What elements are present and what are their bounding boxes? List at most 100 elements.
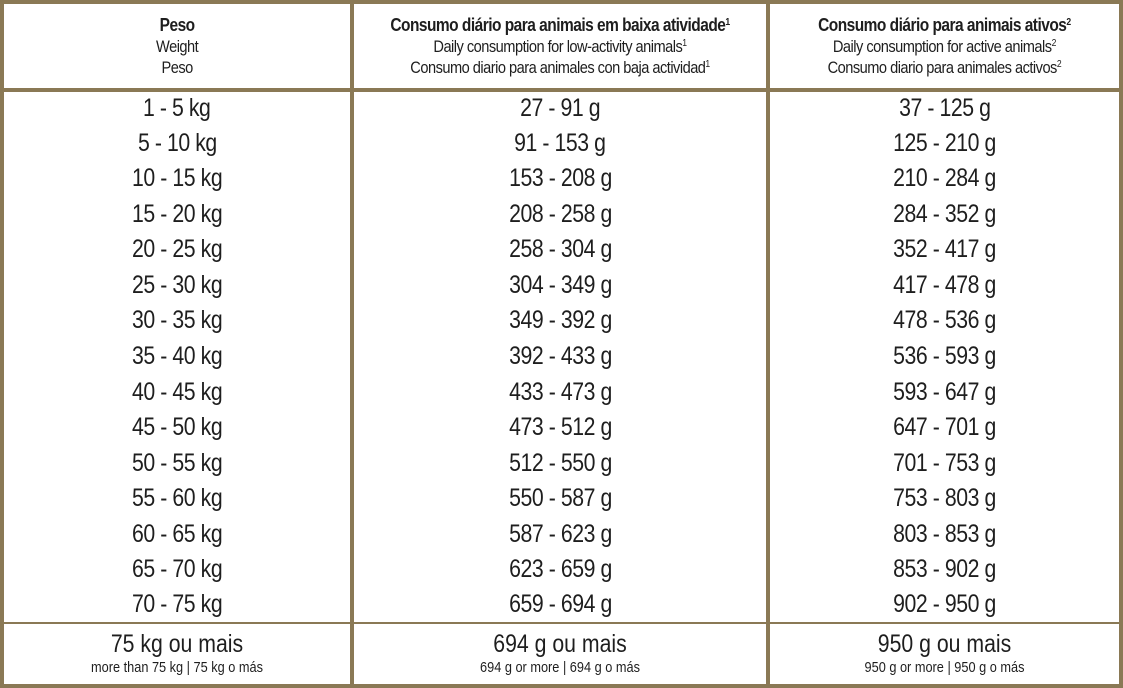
table-row: 40 - 45 kg 433 - 473 g 593 - 647 g — [4, 374, 1119, 410]
cell-weight: 40 - 45 kg — [4, 374, 352, 410]
table-row: 60 - 65 kg 587 - 623 g 803 - 853 g — [4, 516, 1119, 552]
table-row: 45 - 50 kg 473 - 512 g 647 - 701 g — [4, 409, 1119, 446]
cell-active: 853 - 902 g — [766, 551, 1119, 588]
cell-low-activity-value: 623 - 659 g — [508, 555, 612, 584]
cell-low-activity: 512 - 550 g — [350, 445, 768, 481]
cell-active-value: 593 - 647 g — [893, 377, 996, 406]
cell-low-activity-value: 659 - 694 g — [508, 590, 612, 619]
cell-weight: 1 - 5 kg — [4, 90, 352, 126]
header-weight: Peso Weight Peso — [28, 4, 328, 92]
cell-weight-value: 1 - 5 kg — [143, 94, 211, 123]
table-row: 70 - 75 kg 659 - 694 g 902 - 950 g — [4, 587, 1119, 623]
cell-active-value: 853 - 902 g — [893, 555, 996, 584]
cell-low-activity: 349 - 392 g — [350, 303, 768, 339]
cell-low-sub: 694 g or more | 694 g o más — [480, 658, 640, 676]
cell-low-activity-value: 512 - 550 g — [508, 448, 612, 477]
cell-active-value: 284 - 352 g — [893, 199, 996, 228]
cell-active-value: 647 - 701 g — [893, 413, 996, 442]
header-low-en: Daily consumption for low-activity anima… — [433, 36, 683, 56]
header-weight-pt: Peso — [159, 14, 195, 35]
cell-weight: 5 - 10 kg — [4, 126, 352, 162]
cell-weight-value: 45 - 50 kg — [131, 413, 223, 442]
cell-low-activity-value: 91 - 153 g — [514, 128, 606, 157]
table-row: 55 - 60 kg 550 - 587 g 753 - 803 g — [4, 480, 1119, 517]
cell-low-activity: 550 - 587 g — [350, 480, 768, 517]
table-row: 20 - 25 kg 258 - 304 g 352 - 417 g — [4, 232, 1119, 268]
cell-weight-value: 40 - 45 kg — [131, 377, 223, 406]
cell-active-main: 950 g ou mais — [877, 629, 1012, 658]
cell-weight: 25 - 30 kg — [4, 268, 352, 304]
cell-active-value: 902 - 950 g — [893, 590, 996, 619]
cell-weight-value: 15 - 20 kg — [131, 199, 223, 228]
header-weight-en: Weight — [156, 36, 199, 56]
cell-low-activity: 91 - 153 g — [350, 125, 768, 162]
cell-weight-value: 70 - 75 kg — [131, 590, 223, 619]
cell-low-activity: 258 - 304 g — [350, 232, 768, 268]
footnote-mark: 1 — [705, 58, 710, 70]
cell-low-activity-value: 473 - 512 g — [508, 413, 612, 442]
footnote-mark: 1 — [725, 16, 730, 28]
cell-active: 352 - 417 g — [766, 232, 1119, 268]
cell-weight-value: 5 - 10 kg — [137, 128, 217, 157]
cell-active-value: 803 - 853 g — [893, 519, 996, 548]
cell-active: 417 - 478 g — [766, 267, 1119, 304]
cell-active: 593 - 647 g — [766, 374, 1119, 410]
cell-weight-value: 65 - 70 kg — [131, 555, 223, 584]
cell-active-value: 352 - 417 g — [893, 235, 996, 264]
cell-active: 753 - 803 g — [766, 480, 1119, 517]
cell-weight: 30 - 35 kg — [4, 303, 352, 339]
feeding-table: Peso Weight Peso Consumo diário para ani… — [4, 4, 1119, 684]
cell-low-activity: 623 - 659 g — [350, 551, 768, 588]
cell-active: 536 - 593 g — [766, 338, 1119, 375]
cell-weight: 55 - 60 kg — [4, 481, 352, 517]
cell-weight-value: 20 - 25 kg — [131, 235, 223, 264]
cell-active-value: 417 - 478 g — [893, 270, 996, 299]
cell-weight-main: 75 kg ou mais — [110, 629, 244, 658]
cell-weight: 65 - 70 kg — [4, 552, 352, 588]
cell-low-activity: 153 - 208 g — [350, 161, 768, 197]
table-row: 50 - 55 kg 512 - 550 g 701 - 753 g — [4, 445, 1119, 481]
footnote-mark: 2 — [1051, 37, 1057, 49]
cell-low-activity-value: 392 - 433 g — [508, 341, 612, 370]
table-row-last: 75 kg ou mais more than 75 kg | 75 kg o … — [4, 621, 1119, 684]
cell-active-value: 478 - 536 g — [893, 306, 996, 335]
cell-active-value: 536 - 593 g — [893, 341, 996, 370]
cell-low-activity: 694 g ou mais 694 g or more | 694 g o má… — [350, 621, 768, 684]
cell-weight-value: 50 - 55 kg — [131, 448, 223, 477]
cell-active-value: 210 - 284 g — [893, 164, 996, 193]
header-active: Consumo diário para animais ativos2 Dail… — [790, 4, 1095, 92]
cell-weight: 10 - 15 kg — [4, 161, 352, 197]
header-low-pt: Consumo diário para animais em baixa ati… — [390, 14, 726, 35]
cell-weight-sub: more than 75 kg | 75 kg o más — [91, 658, 263, 676]
cell-low-activity-value: 27 - 91 g — [519, 94, 601, 123]
cell-low-activity-value: 208 - 258 g — [508, 199, 612, 228]
cell-active-value: 753 - 803 g — [893, 484, 996, 513]
cell-active: 125 - 210 g — [766, 125, 1119, 162]
cell-weight-value: 60 - 65 kg — [131, 519, 223, 548]
cell-low-activity-value: 153 - 208 g — [508, 164, 612, 193]
cell-weight-value: 30 - 35 kg — [131, 306, 223, 335]
cell-active: 902 - 950 g — [766, 587, 1119, 623]
footnote-mark: 1 — [682, 37, 687, 49]
cell-active: 284 - 352 g — [766, 196, 1119, 233]
footnote-mark: 2 — [1066, 16, 1071, 28]
table-row: 30 - 35 kg 349 - 392 g 478 - 536 g — [4, 303, 1119, 339]
cell-weight-value: 55 - 60 kg — [131, 484, 223, 513]
cell-active-value: 37 - 125 g — [898, 94, 991, 123]
table-row: 15 - 20 kg 208 - 258 g 284 - 352 g — [4, 196, 1119, 233]
table-row: 65 - 70 kg 623 - 659 g 853 - 902 g — [4, 551, 1119, 588]
cell-low-activity: 473 - 512 g — [350, 409, 768, 446]
cell-active-sub: 950 g or more | 950 g o más — [864, 658, 1025, 676]
cell-weight-value: 25 - 30 kg — [131, 270, 223, 299]
cell-active: 950 g ou mais 950 g or more | 950 g o má… — [766, 621, 1119, 684]
cell-weight-value: 10 - 15 kg — [131, 164, 223, 193]
header-active-es: Consumo diario para animales activos — [827, 57, 1058, 77]
header-low-es: Consumo diario para animales con baja ac… — [410, 57, 706, 77]
cell-active: 37 - 125 g — [766, 90, 1119, 126]
header-row: Peso Weight Peso Consumo diário para ani… — [4, 4, 1119, 92]
cell-low-activity-value: 349 - 392 g — [508, 306, 612, 335]
cell-active-value: 125 - 210 g — [893, 128, 996, 157]
cell-weight: 50 - 55 kg — [4, 445, 352, 481]
cell-weight: 70 - 75 kg — [4, 587, 352, 623]
